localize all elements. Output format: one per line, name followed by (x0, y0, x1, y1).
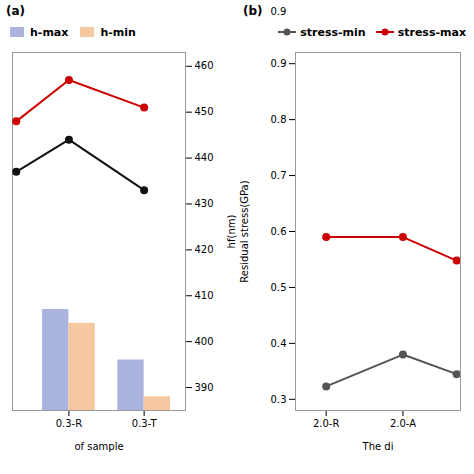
html-text:h-max: h-max (30, 25, 69, 39)
svg-text:440: 440 (195, 152, 214, 163)
svg-text:The di: The di (362, 441, 394, 452)
svg-text:460: 460 (195, 60, 214, 71)
html-text:stress-min: stress-min (300, 25, 366, 39)
svg-text:hf(nm): hf(nm) (226, 215, 237, 249)
svg-text:0.9: 0.9 (271, 58, 287, 69)
svg-text:410: 410 (195, 290, 214, 301)
html-text:(a): (a) (6, 4, 26, 18)
svg-text:of sample: of sample (74, 441, 123, 452)
svg-text:0.7: 0.7 (271, 170, 287, 181)
svg-text:0.3-T: 0.3-T (132, 418, 158, 429)
svg-text:420: 420 (195, 244, 214, 255)
html-text:(b): (b) (243, 4, 263, 18)
svg-text:2.0-A: 2.0-A (390, 418, 416, 429)
svg-text:0.3: 0.3 (271, 394, 287, 405)
svg-text:430: 430 (195, 198, 214, 209)
html-text:0.9: 0.9 (270, 5, 287, 17)
svg-text:2.0-R: 2.0-R (313, 418, 340, 429)
svg-text:0.5: 0.5 (271, 282, 287, 293)
svg-text:400: 400 (195, 336, 214, 347)
svg-text:Residual stress(GPa): Residual stress(GPa) (239, 180, 250, 282)
svg-text:0.4: 0.4 (271, 338, 287, 349)
svg-text:390: 390 (195, 382, 214, 393)
svg-text:450: 450 (195, 106, 214, 117)
svg-text:0.3-R: 0.3-R (56, 418, 83, 429)
html-text:h-min: h-min (100, 25, 136, 39)
svg-text:0.6: 0.6 (271, 226, 287, 237)
html-text:stress-max: stress-max (397, 25, 466, 39)
svg-text:0.8: 0.8 (271, 114, 287, 125)
